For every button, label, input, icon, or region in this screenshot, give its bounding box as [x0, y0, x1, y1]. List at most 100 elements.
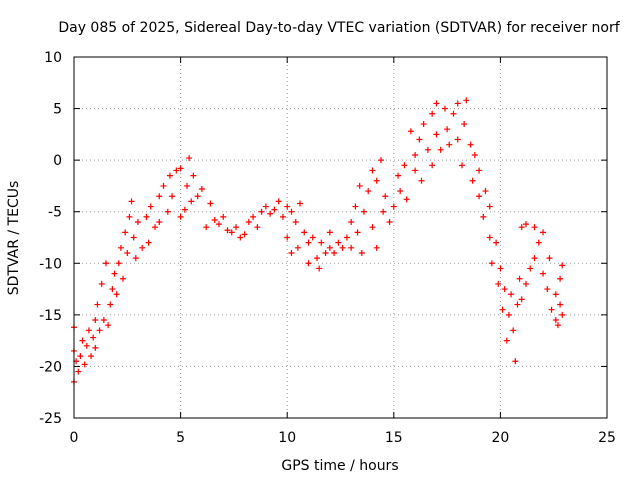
- y-tick-label: -20: [39, 359, 62, 375]
- data-point: [124, 249, 131, 256]
- data-point: [429, 110, 436, 117]
- data-point: [292, 219, 299, 226]
- grid: [74, 57, 607, 418]
- y-tick-label: 0: [53, 153, 62, 169]
- data-point: [156, 219, 163, 226]
- data-point: [294, 244, 301, 251]
- data-point: [90, 334, 97, 341]
- data-point: [188, 198, 195, 205]
- data-point: [194, 193, 201, 200]
- data-point: [288, 249, 295, 256]
- data-point: [111, 270, 118, 277]
- data-point: [433, 131, 440, 138]
- data-point: [401, 162, 408, 169]
- data-point: [522, 280, 529, 287]
- data-point: [386, 219, 393, 226]
- data-point: [518, 296, 525, 303]
- data-point: [220, 213, 227, 220]
- data-point: [459, 162, 466, 169]
- data-point: [429, 162, 436, 169]
- data-point: [258, 208, 265, 215]
- data-point: [94, 301, 101, 308]
- data-point: [482, 188, 489, 195]
- data-point: [540, 229, 547, 236]
- data-point: [130, 234, 137, 241]
- data-point: [437, 146, 444, 153]
- y-tick-label: -5: [48, 205, 62, 221]
- data-point: [441, 105, 448, 112]
- data-point: [356, 182, 363, 189]
- data-point: [81, 361, 88, 368]
- y-tick-label: -10: [39, 256, 62, 272]
- data-point: [420, 121, 427, 128]
- data-point: [134, 219, 141, 226]
- data-point: [510, 327, 517, 334]
- data-point: [326, 229, 333, 236]
- data-point: [164, 208, 171, 215]
- data-point: [211, 216, 218, 223]
- data-point: [352, 203, 359, 210]
- data-point: [499, 306, 506, 313]
- data-point: [262, 203, 269, 210]
- y-axis-label: SDTVAR / TECUs: [6, 181, 22, 296]
- data-point: [96, 327, 103, 334]
- data-point: [160, 182, 167, 189]
- data-point: [512, 358, 519, 365]
- data-point: [152, 224, 159, 231]
- data-point: [143, 213, 150, 220]
- data-point: [559, 262, 566, 269]
- data-point: [173, 167, 180, 174]
- data-point: [305, 260, 312, 267]
- data-point: [316, 265, 323, 272]
- data-point: [463, 97, 470, 104]
- data-point: [166, 172, 173, 179]
- data-point: [508, 291, 515, 298]
- data-point: [380, 208, 387, 215]
- data-point: [544, 286, 551, 293]
- data-point: [79, 337, 86, 344]
- data-point: [476, 193, 483, 200]
- x-tick-label: 20: [491, 430, 509, 446]
- data-point: [354, 229, 361, 236]
- x-tick-label: 15: [385, 430, 403, 446]
- data-point: [181, 206, 188, 213]
- data-point: [126, 213, 133, 220]
- data-point: [486, 203, 493, 210]
- data-point: [92, 344, 99, 351]
- data-point: [365, 188, 372, 195]
- data-point: [348, 219, 355, 226]
- data-point: [215, 221, 222, 228]
- data-markers: [71, 97, 566, 385]
- data-point: [469, 177, 476, 184]
- data-point: [373, 244, 380, 251]
- x-tick-label: 5: [176, 430, 185, 446]
- data-point: [228, 229, 235, 236]
- y-tick-label: -25: [39, 411, 62, 427]
- data-point: [546, 255, 553, 262]
- data-point: [407, 128, 414, 135]
- data-point: [177, 165, 184, 172]
- data-point: [190, 172, 197, 179]
- data-point: [527, 265, 534, 272]
- data-point: [450, 110, 457, 117]
- data-point: [186, 155, 193, 162]
- x-tick-label: 10: [278, 430, 296, 446]
- data-point: [322, 249, 329, 256]
- data-point: [139, 244, 146, 251]
- x-axis-label: GPS time / hours: [281, 458, 398, 474]
- data-point: [117, 244, 124, 251]
- data-point: [369, 167, 376, 174]
- data-point: [241, 231, 248, 238]
- data-point: [497, 265, 504, 272]
- data-point: [495, 280, 502, 287]
- data-point: [493, 239, 500, 246]
- data-point: [378, 157, 385, 164]
- data-point: [128, 198, 135, 205]
- data-point: [113, 291, 120, 298]
- data-point: [177, 213, 184, 220]
- data-point: [395, 172, 402, 179]
- y-tick-label: -15: [39, 308, 62, 324]
- data-point: [418, 177, 425, 184]
- data-point: [552, 317, 559, 324]
- data-point: [102, 260, 109, 267]
